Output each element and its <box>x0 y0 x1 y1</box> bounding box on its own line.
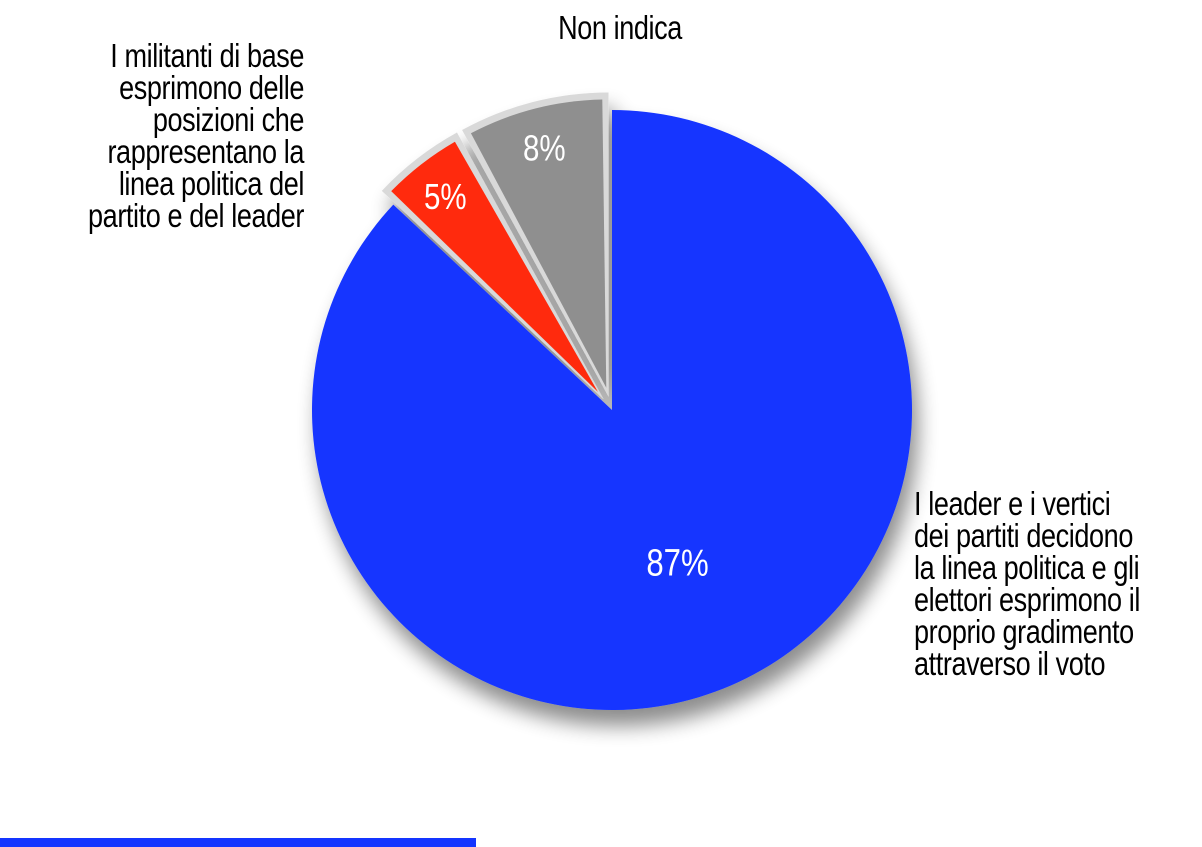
slice-militanti <box>391 141 598 392</box>
slice-label-leader: I leader e i vertici dei partiti decidon… <box>914 485 1141 682</box>
slice-label-non-indica: Non indica <box>558 9 682 46</box>
bottom-accent-bar <box>0 838 476 847</box>
slice-militanti-value-label: 5% <box>424 176 467 216</box>
slice-non-indica-value-label: 8% <box>523 128 566 168</box>
slice-non-indica <box>470 99 607 388</box>
slice-label-militanti: I militanti di base esprimono delle posi… <box>88 37 304 234</box>
slice-leader-value-label: 87% <box>646 543 708 585</box>
slice-leader <box>311 110 913 710</box>
